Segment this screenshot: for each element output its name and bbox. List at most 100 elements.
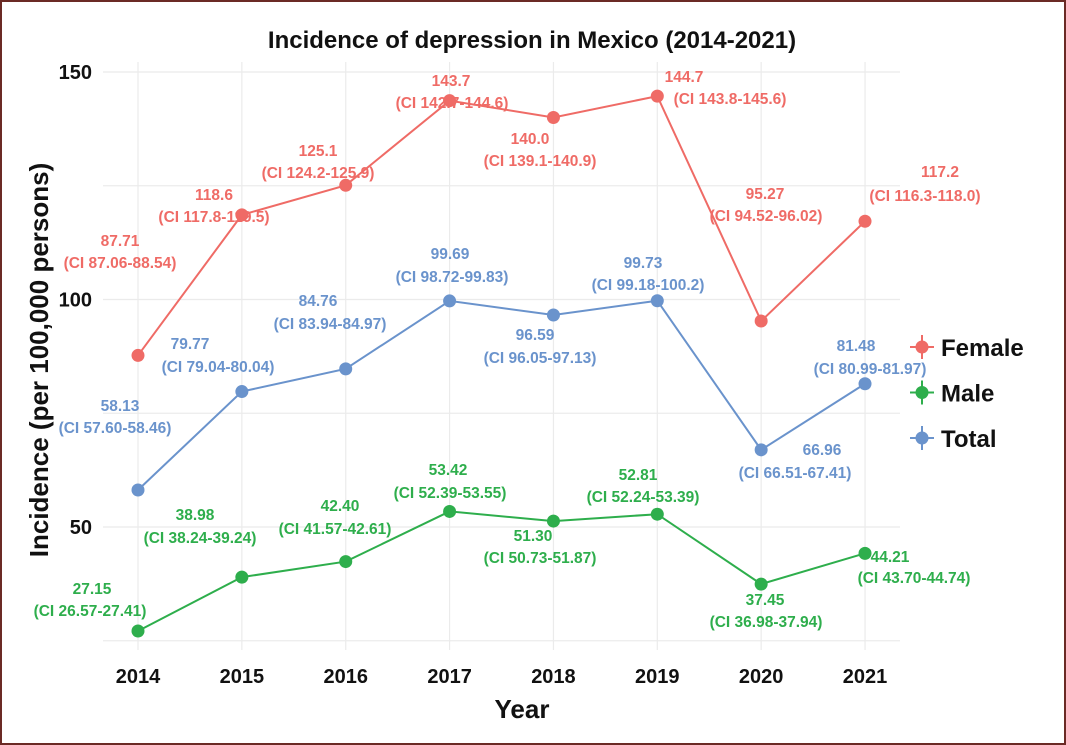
data-label-ci: (CI 139.1-140.9) [484, 153, 597, 170]
data-label-value: 99.73 [624, 255, 663, 272]
legend-item-male: Male [910, 380, 994, 408]
data-label-ci: (CI 83.94-84.97) [274, 316, 387, 333]
x-tick-label: 2019 [635, 666, 680, 688]
data-label-value: 118.6 [195, 187, 233, 204]
data-label-value: 66.96 [803, 442, 842, 459]
y-tick-label: 150 [59, 62, 92, 84]
data-point-male [858, 546, 872, 560]
data-label-ci: (CI 41.57-42.61) [279, 521, 392, 538]
data-point-male [754, 577, 768, 591]
data-point-total [131, 483, 145, 497]
data-label-ci: (CI 43.70-44.74) [858, 570, 971, 587]
data-label-ci: (CI 57.60-58.46) [59, 420, 172, 437]
x-tick-label: 2014 [116, 666, 161, 688]
data-label-value: 27.15 [73, 581, 112, 598]
data-label-value: 38.98 [176, 507, 215, 524]
data-label-value: 99.69 [431, 246, 470, 263]
x-tick-label: 2021 [843, 666, 888, 688]
x-axis-label: Year [495, 694, 550, 724]
data-point-female [858, 214, 872, 228]
legend-item-female: Female [910, 335, 1024, 362]
data-point-male [131, 624, 145, 638]
x-tick-label: 2018 [531, 666, 576, 688]
x-tick-label: 2016 [323, 666, 368, 688]
series-line-total [137, 299, 866, 491]
data-label-ci: (CI 38.24-39.24) [144, 530, 257, 547]
data-point-total [235, 385, 249, 399]
data-point-total [339, 362, 353, 376]
data-label-ci: (CI 66.51-67.41) [739, 465, 852, 482]
data-point-female [339, 178, 353, 192]
data-label-value: 44.21 [871, 549, 910, 566]
y-tick-label: 100 [59, 290, 92, 312]
data-point-male [650, 507, 664, 521]
data-label-value: 53.42 [429, 462, 468, 479]
data-label-ci: (CI 52.39-53.55) [394, 485, 507, 502]
data-label-ci: (CI 87.06-88.54) [64, 255, 177, 272]
data-label-value: 143.7 [432, 73, 471, 90]
data-label-ci: (CI 143.8-145.6) [674, 91, 787, 108]
data-point-female [650, 89, 664, 103]
data-point-male [443, 504, 457, 518]
data-label-ci: (CI 79.04-80.04) [162, 359, 275, 376]
series-line-male [137, 510, 866, 632]
data-label-value: 58.13 [101, 398, 140, 415]
data-label-value: 140.0 [511, 131, 550, 148]
legend-marker-icon [915, 386, 929, 399]
data-label-value: 87.71 [101, 233, 140, 250]
data-label-ci: (CI 117.8-119.5) [158, 209, 269, 226]
legend-label: Female [941, 335, 1024, 362]
data-point-total [650, 294, 664, 308]
data-label-value: 79.77 [171, 336, 210, 353]
legend-label: Male [941, 381, 994, 408]
chart-title: Incidence of depression in Mexico (2014-… [268, 27, 796, 54]
y-axis-label: Incidence (per 100,000 persons) [24, 163, 54, 558]
data-label-ci: (CI 116.3-118.0) [869, 188, 980, 205]
data-point-male [339, 555, 353, 569]
data-label-ci: (CI 26.57-27.41) [34, 603, 147, 620]
data-point-total [858, 377, 872, 391]
data-point-male [546, 514, 560, 528]
data-label-ci: (CI 80.99-81.97) [814, 361, 927, 378]
legend-marker-icon [915, 340, 929, 354]
legend-label: Total [941, 426, 997, 453]
data-label-value: 96.59 [516, 327, 555, 344]
data-label-value: 81.48 [837, 338, 876, 355]
data-label-ci: (CI 98.72-99.83) [396, 269, 509, 286]
data-label-value: 95.27 [746, 186, 785, 203]
legend-marker-icon [915, 431, 929, 445]
data-point-total [546, 308, 560, 322]
data-label-value: 52.81 [619, 467, 658, 484]
data-label-ci: (CI 142.7-144.6) [396, 95, 509, 112]
data-point-female [546, 111, 560, 124]
data-label-ci: (CI 94.52-96.02) [710, 208, 823, 225]
data-point-female [443, 94, 457, 108]
data-label-ci: (CI 52.24-53.39) [587, 489, 700, 506]
data-label-ci: (CI 96.05-97.13) [484, 350, 597, 367]
legend-item-total: Total [910, 426, 997, 453]
data-label-value: 144.7 [665, 69, 704, 86]
data-point-female [235, 208, 249, 222]
data-point-total [443, 294, 457, 308]
x-tick-label: 2017 [427, 666, 472, 688]
data-label-ci: (CI 124.2-125.9) [262, 165, 375, 182]
x-tick-label: 2020 [739, 666, 784, 688]
data-label-value: 117.2 [921, 164, 959, 181]
data-label-value: 42.40 [321, 498, 360, 515]
series-line-female [137, 94, 866, 357]
data-point-male [235, 570, 249, 584]
data-point-total [754, 443, 768, 457]
y-tick-label: 50 [70, 517, 92, 539]
data-label-value: 37.45 [746, 592, 785, 609]
data-label-ci: (CI 36.98-37.94) [710, 614, 823, 631]
data-label-value: 84.76 [299, 293, 338, 310]
data-label-value: 125.1 [299, 143, 338, 160]
data-label-ci: (CI 50.73-51.87) [484, 550, 597, 567]
x-tick-label: 2015 [220, 666, 265, 688]
data-point-female [131, 348, 145, 362]
data-point-female [754, 314, 768, 328]
data-label-ci: (CI 99.18-100.2) [592, 277, 705, 294]
data-label-value: 51.30 [514, 528, 553, 545]
